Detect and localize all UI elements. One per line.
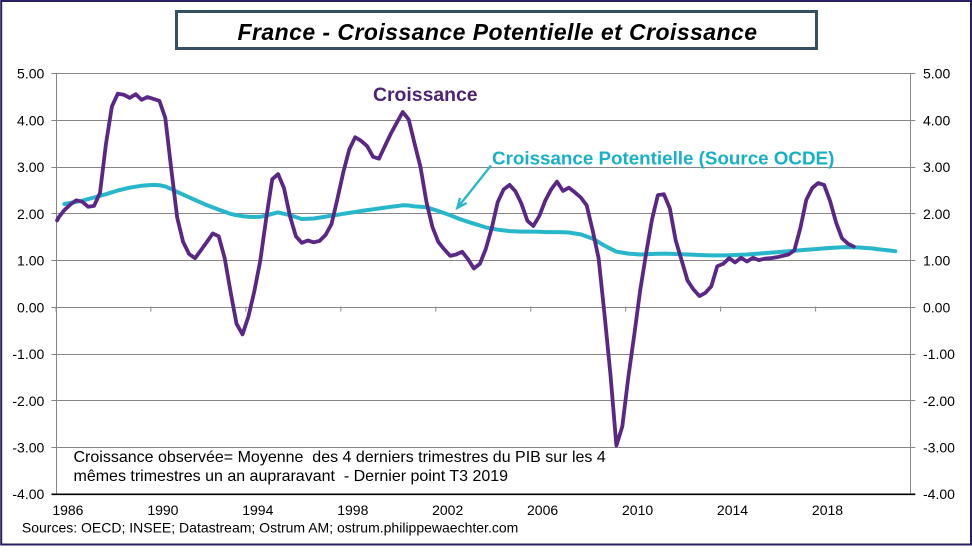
svg-text:1990: 1990 (147, 502, 178, 518)
svg-text:mêmes trimestres un an auprara: mêmes trimestres un an aupraravant - Der… (74, 468, 509, 485)
svg-text:4.00: 4.00 (17, 112, 44, 128)
svg-text:-2.00: -2.00 (923, 393, 955, 409)
svg-text:-1.00: -1.00 (923, 346, 955, 362)
svg-text:2006: 2006 (527, 502, 558, 518)
svg-text:2014: 2014 (717, 502, 748, 518)
svg-text:3.00: 3.00 (923, 159, 950, 175)
svg-text:-2.00: -2.00 (12, 393, 44, 409)
svg-text:Croissance Potentielle (Source: Croissance Potentielle (Source OCDE) (492, 148, 834, 169)
svg-text:2002: 2002 (432, 502, 463, 518)
svg-text:5.00: 5.00 (923, 66, 950, 82)
svg-text:2018: 2018 (812, 502, 843, 518)
svg-text:5.00: 5.00 (17, 66, 44, 82)
svg-text:Sources: OECD; INSEE; Datastre: Sources: OECD; INSEE; Datastream; Ostrum… (22, 520, 518, 536)
svg-text:-3.00: -3.00 (12, 440, 44, 456)
svg-text:France - Croissance Potentiell: France - Croissance Potentielle et Crois… (237, 19, 757, 45)
svg-text:1998: 1998 (337, 502, 368, 518)
svg-text:Croissance observée= Moyenne: Croissance observée= Moyenne des 4 derni… (74, 449, 606, 466)
svg-text:-1.00: -1.00 (12, 346, 44, 362)
svg-text:1994: 1994 (242, 502, 273, 518)
svg-text:1986: 1986 (52, 502, 83, 518)
svg-text:2.00: 2.00 (923, 206, 950, 222)
svg-text:-4.00: -4.00 (12, 486, 44, 502)
svg-text:0.00: 0.00 (17, 299, 44, 315)
svg-text:2010: 2010 (622, 502, 653, 518)
svg-text:0.00: 0.00 (923, 299, 950, 315)
svg-text:2.00: 2.00 (17, 206, 44, 222)
svg-text:-4.00: -4.00 (923, 486, 955, 502)
svg-text:Croissance: Croissance (373, 84, 478, 106)
svg-text:4.00: 4.00 (923, 112, 950, 128)
svg-text:1.00: 1.00 (17, 253, 44, 269)
svg-text:1.00: 1.00 (923, 253, 950, 269)
svg-text:3.00: 3.00 (17, 159, 44, 175)
svg-text:-3.00: -3.00 (923, 440, 955, 456)
